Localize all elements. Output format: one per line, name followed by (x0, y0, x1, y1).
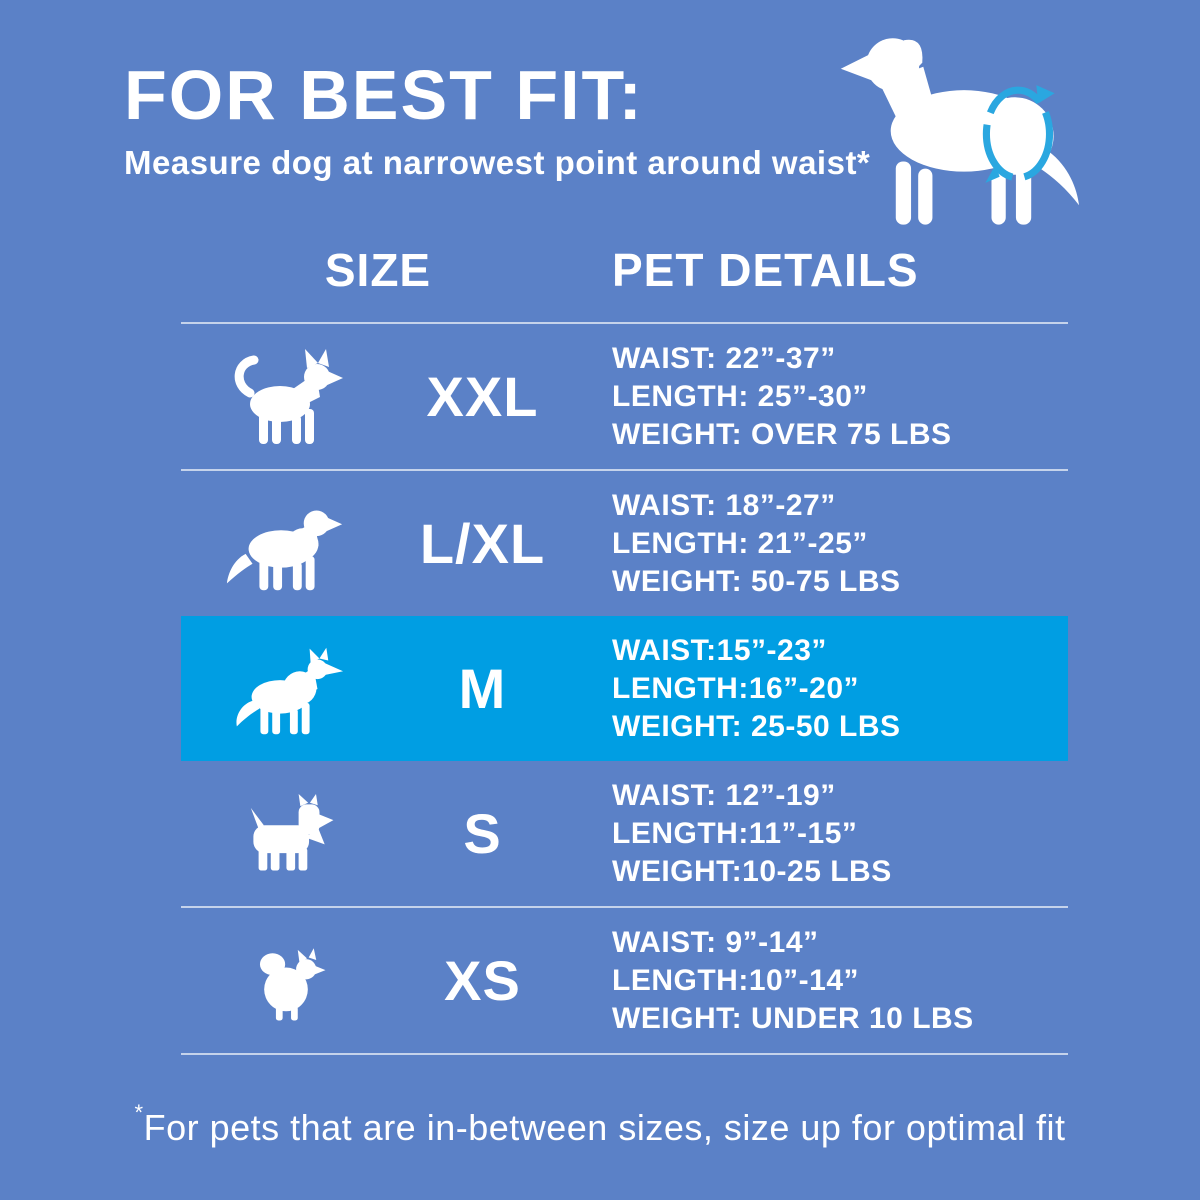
size-row-lxl: L/XL WAIST: 18”-27” LENGTH: 21”-25” WEIG… (181, 469, 1068, 616)
length-spec: LENGTH: 21”-25” (612, 526, 868, 560)
husky-icon (234, 348, 343, 444)
waist-spec: WAIST: 22”-37” (612, 341, 836, 375)
waist-spec: WAIST: 18”-27” (612, 488, 836, 522)
size-row-xs: XS WAIST: 9”-14” LENGTH:10”-14” WEIGHT: … (181, 906, 1068, 1055)
waist-spec: WAIST: 9”-14” (612, 925, 819, 959)
weight-spec: WEIGHT: 25-50 LBS (612, 709, 901, 743)
header: FOR BEST FIT: Measure dog at narrowest p… (124, 60, 870, 182)
size-label: S (463, 802, 502, 865)
size-label: XS (444, 949, 521, 1012)
size-label: M (458, 657, 507, 720)
weight-spec: WEIGHT:10-25 LBS (612, 854, 892, 888)
weight-spec: WEIGHT: UNDER 10 LBS (612, 1001, 974, 1035)
size-table: SIZE PET DETAILS (181, 243, 1068, 1055)
page-title: FOR BEST FIT: (124, 56, 644, 134)
collie-icon (235, 647, 343, 734)
length-spec: LENGTH: 25”-30” (612, 379, 868, 413)
waist-spec: WAIST: 12”-19” (612, 778, 836, 812)
dog-measure-icon (840, 38, 1080, 225)
table-header-row: SIZE PET DETAILS (181, 243, 1068, 322)
weight-spec: WEIGHT: OVER 75 LBS (612, 417, 952, 451)
dog-measure-illustration (836, 24, 1092, 248)
footnote-text: For pets that are in-between sizes, size… (143, 1107, 1066, 1148)
size-row-m-highlighted: M WAIST:15”-23” LENGTH:16”-20” WEIGHT: 2… (181, 616, 1068, 761)
footnote: *For pets that are in-between sizes, siz… (0, 1100, 1200, 1149)
footnote-asterisk: * (134, 1100, 144, 1125)
details-column-header: PET DETAILS (612, 244, 919, 296)
length-spec: LENGTH:16”-20” (612, 671, 860, 705)
size-label: L/XL (419, 512, 546, 575)
weight-spec: WEIGHT: 50-75 LBS (612, 564, 901, 598)
size-column-header: SIZE (324, 244, 432, 296)
size-label: XXL (426, 365, 539, 428)
size-row-xxl: XXL WAIST: 22”-37” LENGTH: 25”-30” WEIGH… (181, 322, 1068, 469)
page-subtitle: Measure dog at narrowest point around wa… (124, 144, 871, 181)
pomeranian-icon (259, 947, 325, 1020)
waist-spec: WAIST:15”-23” (612, 633, 827, 667)
length-spec: LENGTH:11”-15” (612, 816, 858, 850)
size-row-s: S WAIST: 12”-19” LENGTH:11”-15” WEIGHT:1… (181, 761, 1068, 906)
length-spec: LENGTH:10”-14” (612, 963, 860, 997)
retriever-icon (226, 510, 342, 590)
terrier-icon (250, 793, 333, 871)
